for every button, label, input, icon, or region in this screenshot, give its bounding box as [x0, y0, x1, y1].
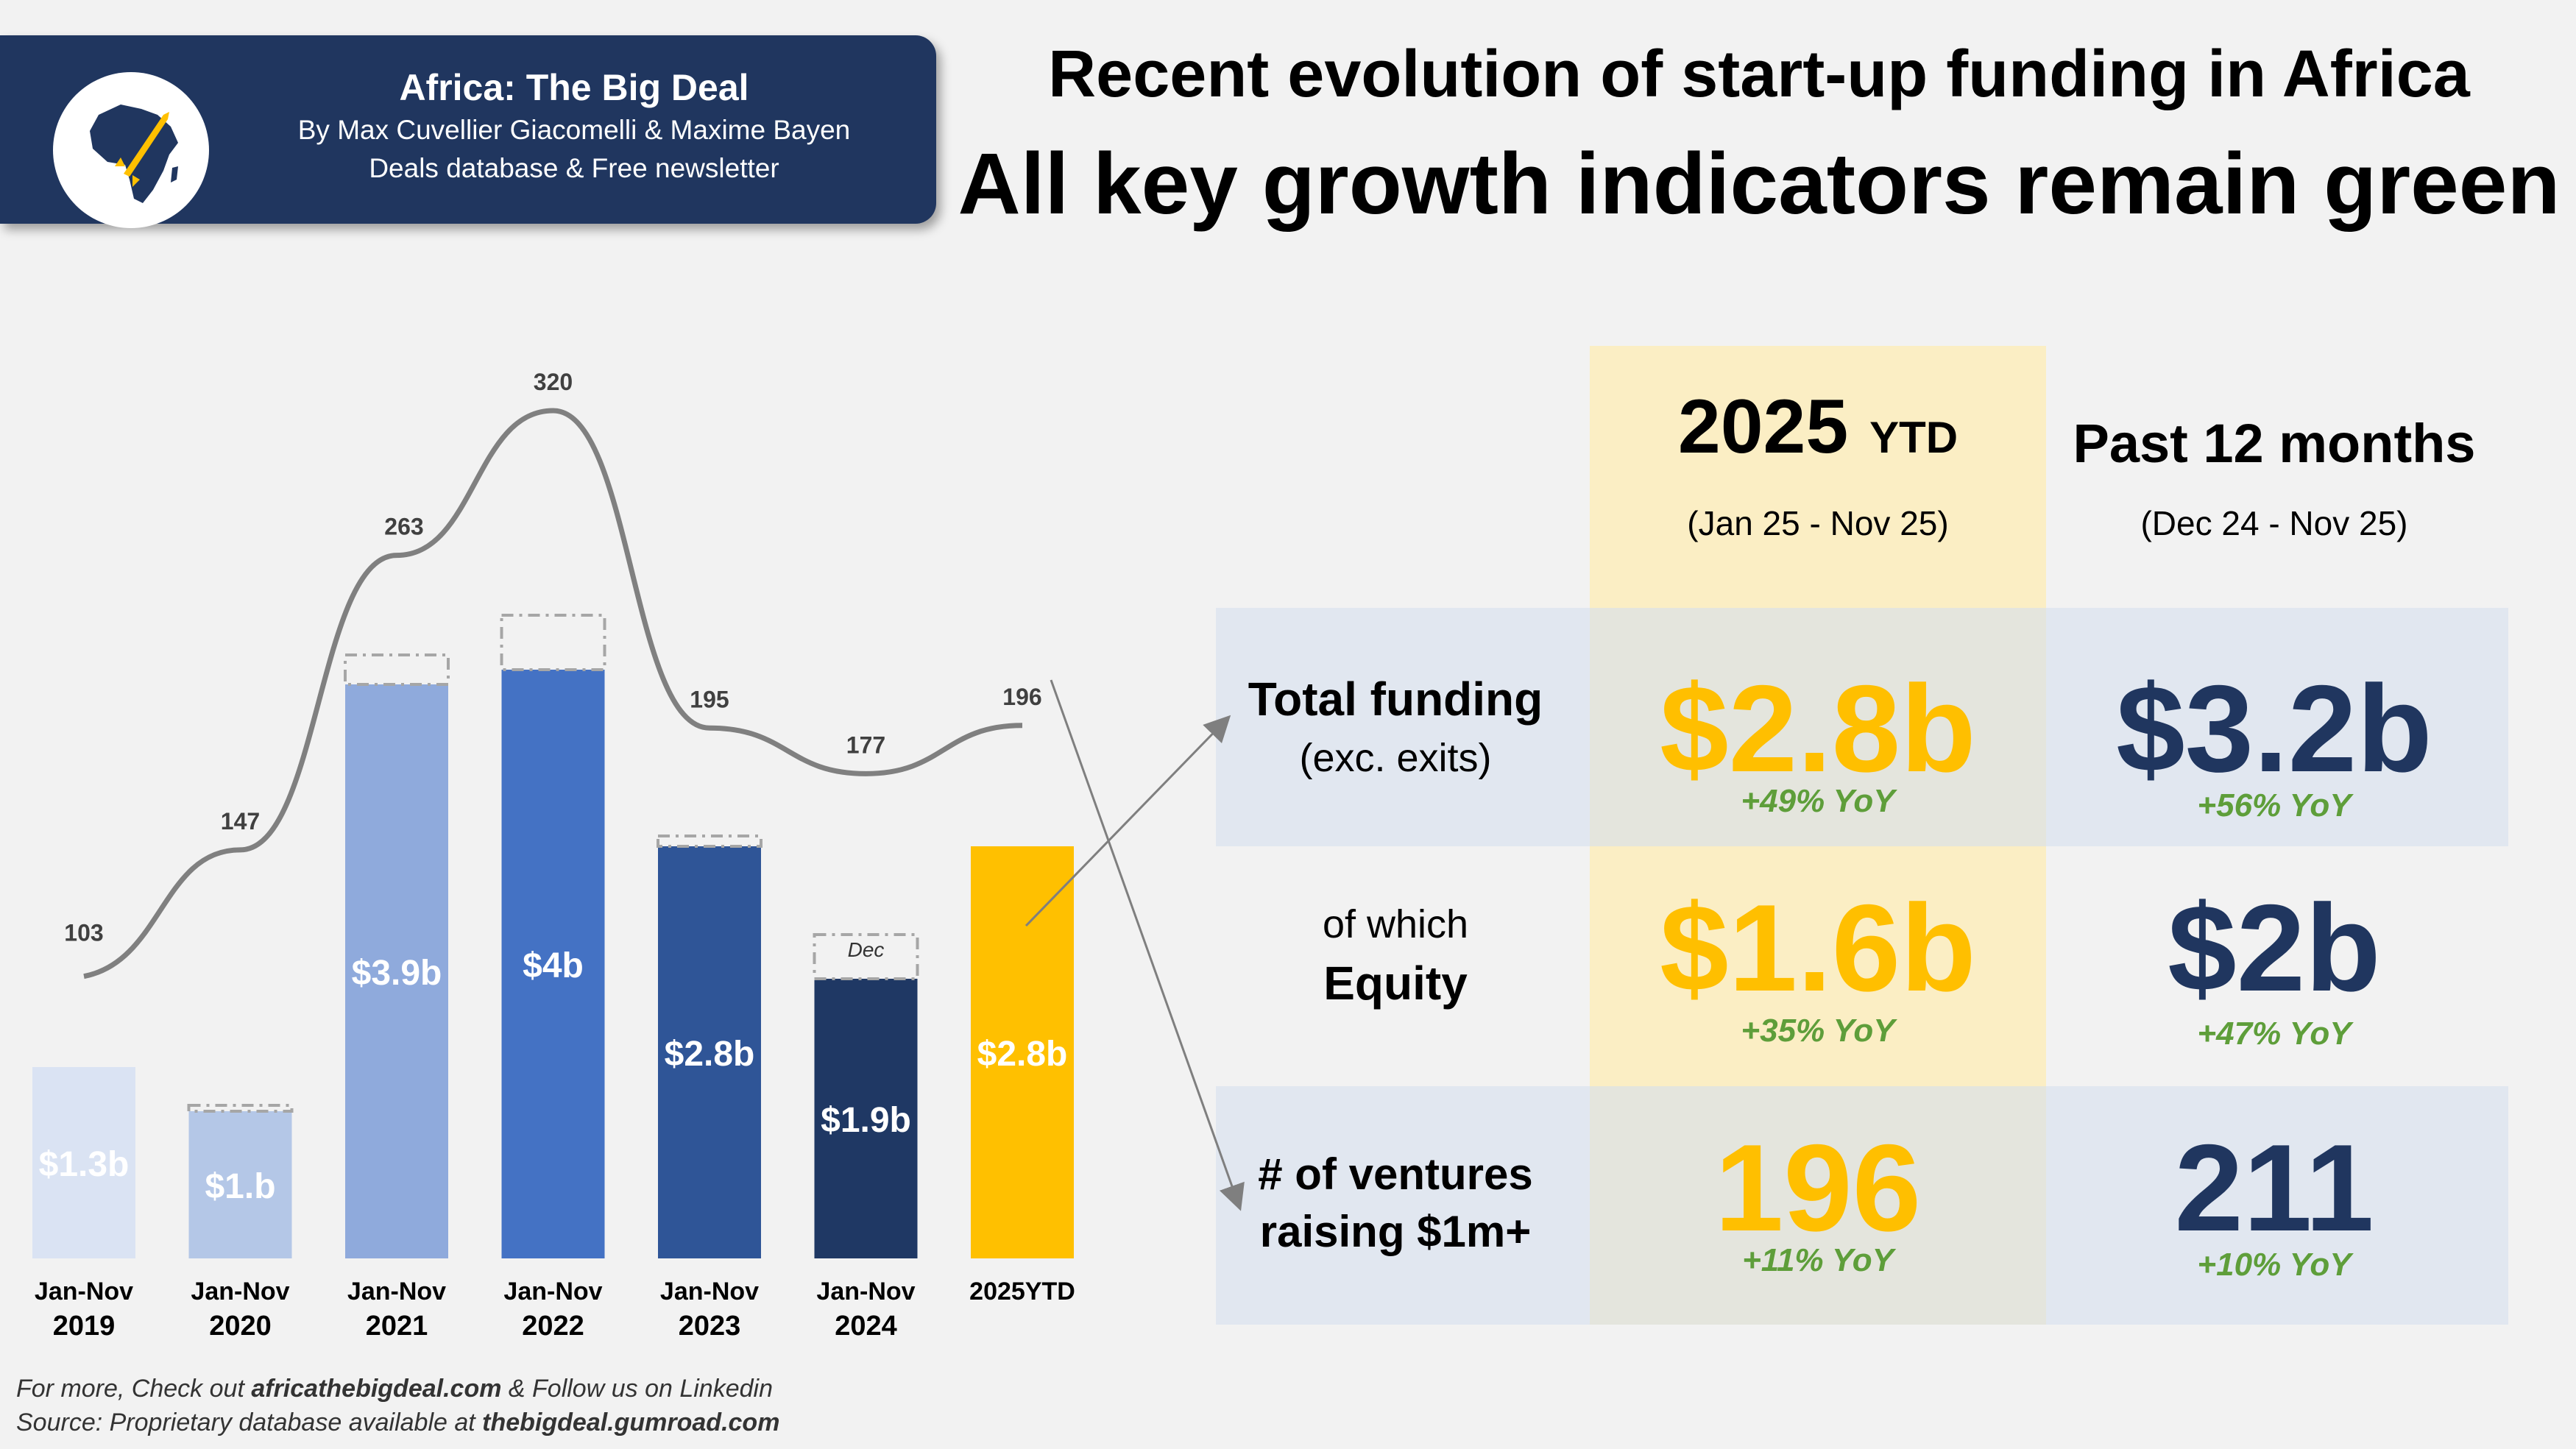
bar-value-label-5: $1.9b [821, 1101, 911, 1140]
bar-4 [658, 846, 761, 1258]
footer-site-link[interactable]: africathebigdeal.com [251, 1375, 502, 1403]
ytd-ventures-yoy: +11% YoY [1742, 1242, 1894, 1278]
bar-value-label-1: $1.b [205, 1167, 275, 1206]
ventures-count-label-0: 103 [64, 920, 103, 946]
brand-tagline: Deals database & Free newsletter [369, 153, 779, 183]
x-tick-label-4: Jan-Nov [660, 1278, 759, 1305]
x-tick-year-2: 2021 [366, 1311, 428, 1342]
ltm-total-funding-yoy: +56% YoY [2197, 787, 2352, 823]
row-label-equity-prefix: of which [1322, 902, 1469, 946]
footer-source: Source: Proprietary database available a… [16, 1409, 779, 1437]
bar-value-label-6: $2.8b [977, 1035, 1068, 1074]
ltm-ventures-value: 211 [2174, 1119, 2374, 1257]
x-tick-label-1: Jan-Nov [191, 1278, 289, 1305]
x-tick-year-3: 2022 [522, 1311, 584, 1342]
ytd-equity-value: $1.6b [1660, 879, 1976, 1017]
ltm-equity-value: $2b [2168, 879, 2381, 1017]
ytd-total-funding-value: $2.8b [1660, 659, 1976, 798]
row-label-equity: Equity [1323, 957, 1468, 1010]
row-sublabel-total-funding: (exc. exits) [1299, 736, 1492, 780]
brand-banner: Africa: The Big Deal By Max Cuvellier Gi… [0, 35, 936, 228]
brand-authors: By Max Cuvellier Giacomelli & Maxime Bay… [297, 115, 851, 145]
ytd-column-range: (Jan 25 - Nov 25) [1687, 504, 1949, 542]
bar-6 [971, 846, 1074, 1258]
x-tick-label-2: Jan-Nov [347, 1278, 446, 1305]
ytd-total-funding-yoy: +49% YoY [1741, 783, 1895, 819]
ventures-count-label-6: 196 [1002, 684, 1041, 710]
x-tick-year-1: 2020 [209, 1311, 272, 1342]
bar-value-label-4: $2.8b [665, 1035, 755, 1074]
x-tick-label-3: Jan-Nov [503, 1278, 602, 1305]
ytd-ventures-value: 196 [1714, 1119, 1922, 1257]
page-subtitle: All key growth indicators remain green [958, 135, 2561, 233]
footer-links: For more, Check out africathebigdeal.com… [16, 1375, 773, 1403]
bar-value-label-0: $1.3b [39, 1145, 130, 1184]
x-tick-year-0: 2019 [53, 1311, 116, 1342]
footer-text-1: For more, Check out [16, 1375, 252, 1403]
row-label-ventures: # of ventures [1258, 1149, 1533, 1199]
ventures-count-label-4: 195 [690, 686, 729, 712]
full-year-outline-2 [344, 653, 450, 686]
x-tick-label-5: Jan-Nov [816, 1278, 915, 1305]
x-tick-label-6: 2025YTD [969, 1278, 1075, 1305]
ltm-total-funding-value: $3.2b [2116, 659, 2432, 798]
row-sublabel-ventures: raising $1m+ [1259, 1207, 1532, 1256]
arrow-to-total-funding [1025, 715, 1231, 927]
footer-text-3: Source: Proprietary database available a… [16, 1409, 483, 1436]
ventures-count-label-2: 263 [384, 514, 423, 540]
ventures-count-line [83, 408, 1023, 979]
ytd-header-suffix: YTD [1869, 413, 1958, 462]
ventures-count-label-3: 320 [534, 369, 573, 395]
bar-value-label-2: $3.9b [352, 954, 442, 993]
footer-source-link[interactable]: thebigdeal.gumroad.com [482, 1409, 780, 1436]
ventures-count-label-5: 177 [846, 731, 885, 758]
ventures-count-label-1: 147 [221, 808, 260, 835]
x-tick-year-4: 2023 [679, 1311, 741, 1342]
footer-text-2: & Follow us on Linkedin [501, 1375, 773, 1403]
ytd-header-year: 2025 [1677, 384, 1849, 470]
ventures-row-band [1216, 1086, 2508, 1325]
funding-bar-chart: $1.3b Jan-Nov 2019 $1.b Jan-Nov 2020 $3.9b Jan-… [32, 369, 1075, 1342]
bar-1 [188, 1111, 292, 1258]
ytd-column-header: 2025 YTD [1590, 383, 2046, 482]
arrow-to-ventures [1050, 679, 1245, 1211]
full-year-outline-1 [187, 1104, 294, 1113]
ltm-ventures-yoy: +10% YoY [2197, 1247, 2352, 1283]
bar-value-label-3: $4b [523, 946, 584, 985]
full-year-outline-4 [657, 835, 762, 848]
africa-rocket-logo-icon [53, 72, 209, 228]
brand-title: Africa: The Big Deal [399, 67, 749, 108]
row-label-total-funding: Total funding [1248, 673, 1543, 726]
ytd-equity-yoy: +35% YoY [1741, 1013, 1895, 1049]
dec-annotation: Dec [848, 938, 885, 961]
bar-5 [814, 979, 918, 1258]
bar-2 [345, 684, 448, 1258]
bar-0 [32, 1067, 135, 1258]
ltm-equity-yoy: +47% YoY [2197, 1016, 2352, 1052]
ltm-column-header: Past 12 months [2073, 413, 2476, 474]
x-tick-year-5: 2024 [835, 1311, 897, 1342]
ltm-column-range: (Dec 24 - Nov 25) [2140, 504, 2408, 542]
full-year-outline-5 [813, 933, 919, 980]
x-tick-label-0: Jan-Nov [35, 1278, 133, 1305]
total-funding-row-band [1216, 608, 2508, 846]
bar-3 [501, 670, 605, 1258]
page-title: Recent evolution of start-up funding in … [1048, 38, 2470, 111]
